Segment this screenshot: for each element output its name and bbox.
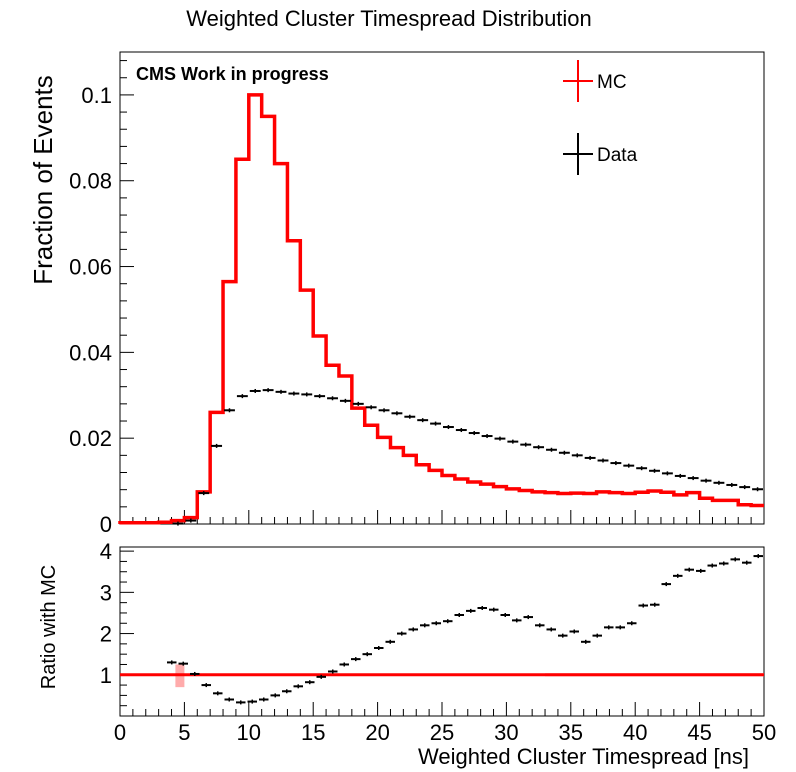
x-tick-label: 40 (623, 720, 647, 745)
x-tick-label: 5 (178, 720, 190, 745)
bottom-y-tick-label: 1 (100, 663, 112, 688)
bottom-y-tick-label: 4 (100, 539, 112, 564)
legend: MC Data (563, 60, 638, 175)
x-tick-label: 35 (559, 720, 583, 745)
bottom-y-tick-label: 3 (100, 580, 112, 605)
x-tick-label: 15 (301, 720, 325, 745)
bottom-y-axis-label: Ratio with MC (38, 565, 60, 689)
x-tick-label: 20 (365, 720, 389, 745)
cms-annotation: CMS Work in progress (136, 64, 329, 84)
chart-title: Weighted Cluster Timespread Distribution (186, 6, 592, 31)
x-axis-label: Weighted Cluster Timespread [ns] (418, 744, 749, 769)
x-tick-label: 25 (430, 720, 454, 745)
x-tick-label: 0 (114, 720, 126, 745)
top-y-tick-label: 0.06 (69, 255, 112, 280)
bottom-panel-frame (119, 546, 765, 717)
legend-label-data: Data (597, 145, 638, 166)
bottom-y-tick-label: 2 (100, 622, 112, 647)
top-panel-frame (119, 51, 765, 525)
top-y-tick-label: 0.08 (69, 169, 112, 194)
top-y-tick-label: 0.04 (69, 340, 112, 365)
legend-entry-data: Data (563, 133, 638, 175)
top-panel: 0 0.02 0.04 0.06 0.08 0.1 CMS Work in progres… (28, 51, 765, 537)
mc-histogram-line (118, 93, 764, 525)
top-y-tick-label: 0.02 (69, 426, 112, 451)
top-axis-ticks: 0 0.02 0.04 0.06 0.08 0.1 (69, 60, 765, 537)
x-tick-label: 50 (752, 720, 776, 745)
x-tick-label: 45 (687, 720, 711, 745)
top-y-tick-label: 0 (100, 512, 112, 537)
top-y-axis-label: Fraction of Events (28, 75, 58, 285)
legend-entry-mc: MC (563, 60, 627, 102)
x-tick-label: 30 (494, 720, 518, 745)
top-series-layer (118, 93, 764, 526)
bottom-series-layer (120, 554, 764, 705)
top-y-tick-label: 0.1 (81, 83, 112, 108)
legend-label-mc: MC (597, 72, 627, 93)
x-tick-label: 10 (237, 720, 261, 745)
